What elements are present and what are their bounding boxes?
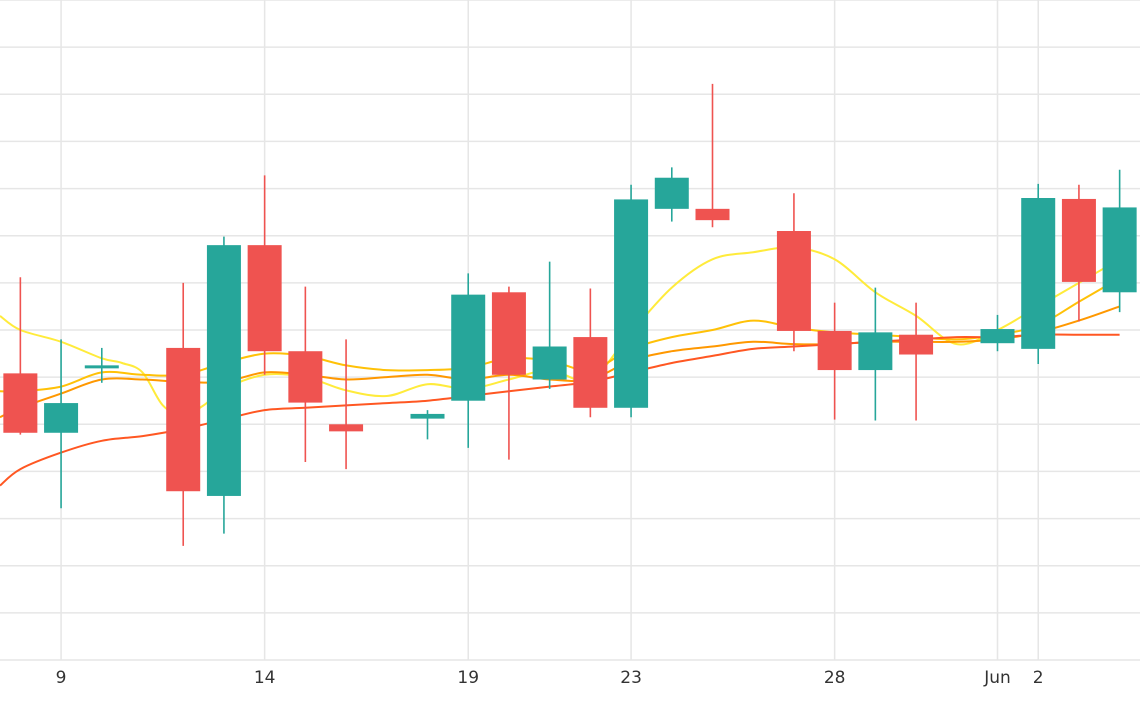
candle (1021, 183, 1056, 364)
candle (410, 410, 445, 440)
candle (491, 286, 526, 460)
candle-body (654, 177, 689, 209)
candle-body (1061, 198, 1096, 282)
candle-body (288, 351, 323, 403)
candle-body (247, 245, 282, 352)
candle (3, 277, 38, 435)
candle (247, 175, 282, 375)
candle (329, 339, 364, 470)
candle-body (44, 403, 79, 433)
x-tick-label: 9 (56, 668, 67, 688)
candle (573, 288, 608, 418)
candle-body (206, 245, 241, 496)
candle-body (166, 347, 201, 492)
candle-body (1102, 207, 1137, 293)
candle-body (695, 208, 730, 221)
x-tick-label: 14 (254, 668, 276, 688)
candle-body (573, 337, 608, 408)
candle-body (451, 294, 486, 401)
candle (654, 167, 689, 222)
x-tick-label: 19 (457, 668, 479, 688)
candle (451, 273, 486, 448)
candle-body (776, 231, 811, 331)
candle (44, 339, 79, 509)
candle-body (1021, 198, 1056, 349)
candle-body (410, 413, 445, 419)
candle-body (817, 330, 852, 371)
x-axis-tick-labels: 9 14 19 23 28 Jun 2 (56, 668, 1044, 688)
candle-body (614, 199, 649, 408)
candle (858, 287, 893, 421)
candle (899, 302, 934, 421)
candle-body (899, 334, 934, 355)
horizontal-gridlines (0, 0, 1140, 661)
candle (288, 286, 323, 462)
candle (206, 236, 241, 534)
candle-body (329, 424, 364, 432)
candle-body (532, 346, 567, 380)
candle-body (491, 292, 526, 375)
candle (166, 282, 201, 546)
candles (3, 83, 1137, 546)
candle (817, 302, 852, 420)
candle (84, 347, 119, 383)
candle (1061, 184, 1096, 322)
candle (980, 314, 1015, 352)
candle (532, 261, 567, 389)
candle (1102, 169, 1137, 313)
x-tick-label: 23 (620, 668, 642, 688)
x-tick-label: 28 (824, 668, 846, 688)
candle-body (858, 332, 893, 371)
candle (614, 184, 649, 418)
candle (695, 83, 730, 228)
candle (776, 193, 811, 352)
candle-body (980, 329, 1015, 344)
x-tick-label: 2 (1033, 668, 1044, 688)
candle-body (3, 373, 38, 433)
x-tick-label: Jun (983, 668, 1011, 688)
candle-body (84, 365, 119, 369)
